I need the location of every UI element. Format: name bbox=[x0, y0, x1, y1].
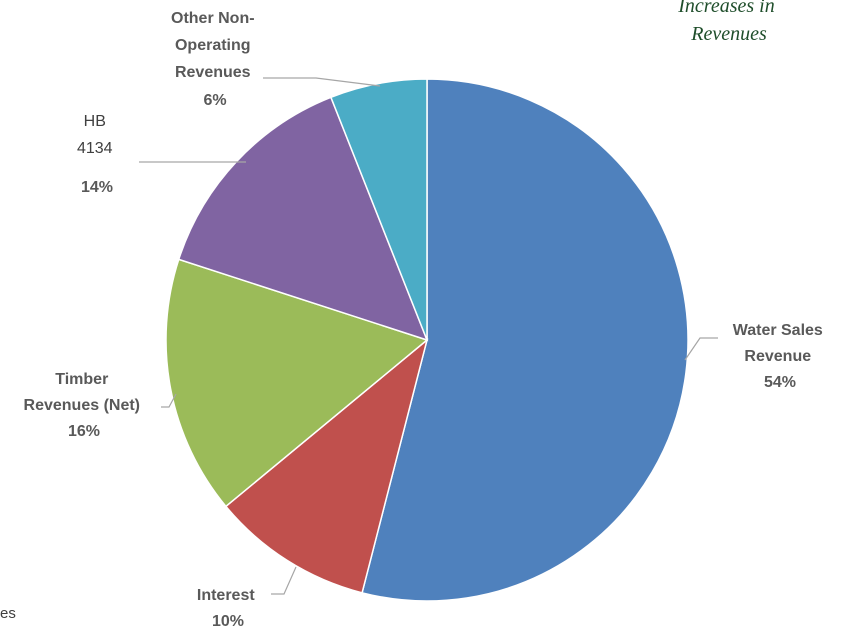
slice-label-interest: Interest 10% bbox=[197, 587, 259, 630]
leader-line-other bbox=[263, 77, 381, 87]
pie-slice-other-non-operating-revenues bbox=[329, 78, 428, 341]
pie-slice-timber-revenues-net bbox=[165, 258, 429, 508]
pie-slices bbox=[165, 78, 689, 602]
slice-label-water-sales: Water Sales Revenue 54% bbox=[733, 322, 828, 391]
leader-line-timber bbox=[161, 393, 177, 408]
leader-line-water-sales bbox=[684, 337, 718, 361]
slice-label-other: Other Non- Operating Revenues 6% bbox=[171, 10, 259, 109]
pie-slice-hb-4134 bbox=[177, 96, 429, 342]
edge-text-fragment: es bbox=[0, 605, 16, 622]
slice-label-hb4134: HB 4134 14% bbox=[77, 113, 117, 196]
leader-line-interest bbox=[271, 566, 297, 595]
corner-note: Increases in Revenues bbox=[677, 0, 779, 45]
pie-slice-water-sales-revenue bbox=[361, 78, 689, 602]
slice-label-timber: Timber Revenues (Net) 16% bbox=[24, 371, 145, 440]
pie-slice-interest bbox=[224, 337, 429, 594]
